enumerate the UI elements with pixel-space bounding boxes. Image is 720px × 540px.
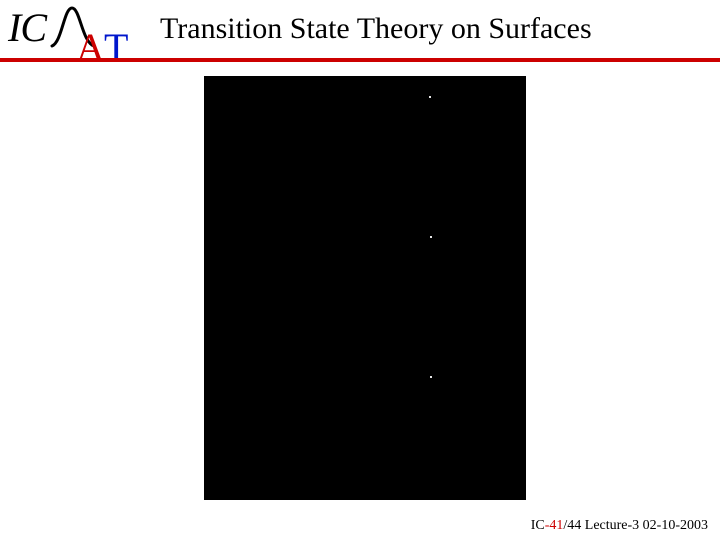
figure-dot bbox=[429, 96, 431, 98]
logo-ic-text: IC bbox=[8, 4, 46, 51]
figure-dot bbox=[430, 236, 432, 238]
title-underline bbox=[0, 58, 720, 62]
logo: IC A T bbox=[8, 2, 138, 64]
footer-lecture: Lecture-3 02-10-2003 bbox=[581, 518, 708, 533]
footer: IC-41/44 Lecture-3 02-10-2003 bbox=[531, 518, 708, 534]
slide-root: IC A T Transition State Theory on Surfac… bbox=[0, 0, 720, 540]
footer-prefix: IC bbox=[531, 518, 545, 533]
footer-page-total: /44 bbox=[563, 518, 581, 533]
figure-area bbox=[204, 76, 526, 500]
logo-t-text: T bbox=[104, 24, 128, 71]
slide-title: Transition State Theory on Surfaces bbox=[160, 12, 592, 46]
footer-page-current: -41 bbox=[545, 518, 564, 533]
logo-a-text: A bbox=[76, 24, 105, 71]
figure-dot bbox=[430, 376, 432, 378]
